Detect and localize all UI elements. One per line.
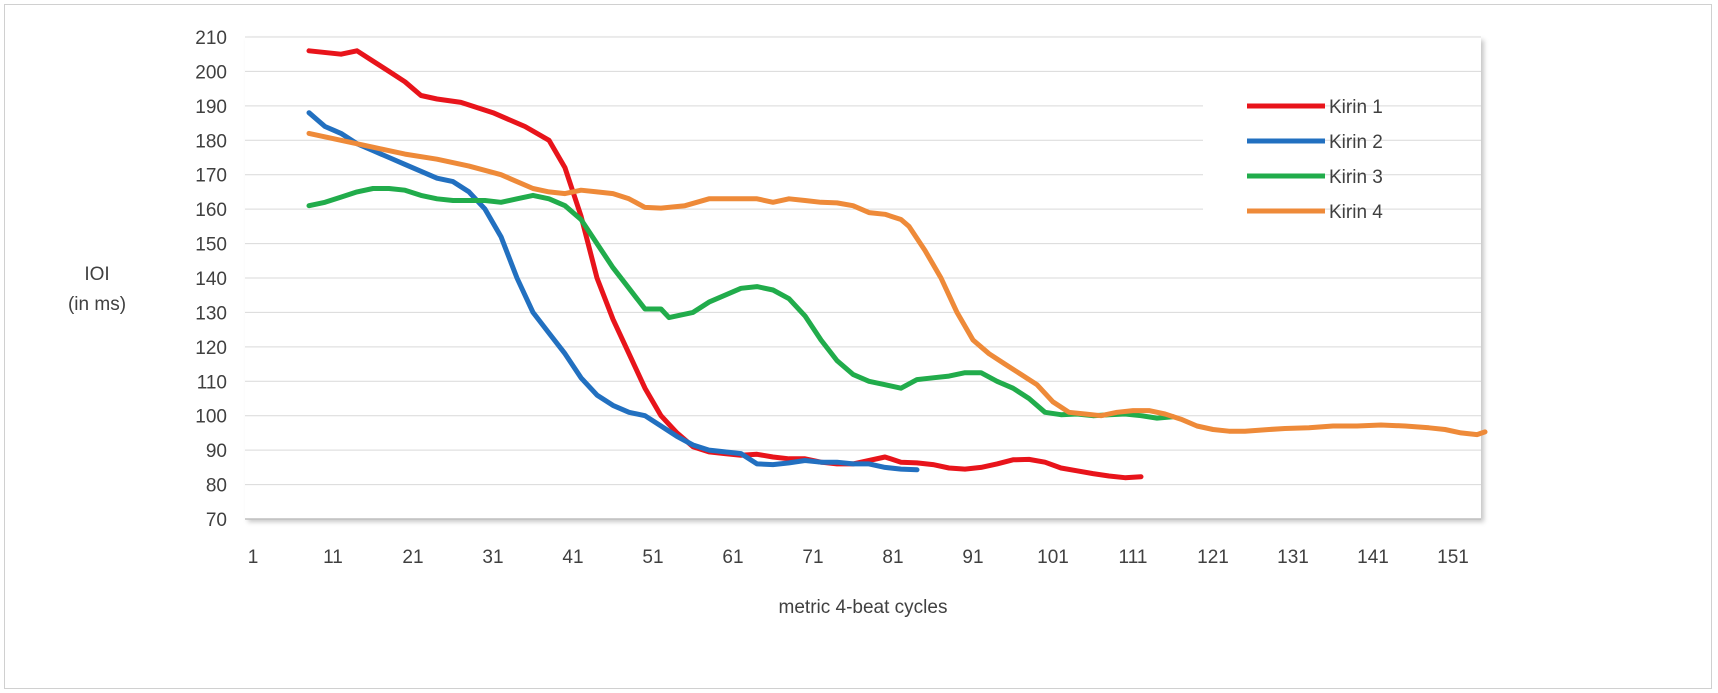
series-line-kirin-1 (306, 48, 1144, 481)
y-tick-label: 180 (195, 131, 227, 152)
y-tick-label: 130 (195, 303, 227, 324)
line-chart: 70 80 90 100 110 120 130 140 150 160 170 180 190 200 2… (68, 28, 1488, 618)
x-tick-label: 81 (882, 547, 903, 568)
y-axis-ticks: 70 80 90 100 110 120 130 140 150 160 170 180 190 200 2… (195, 28, 227, 531)
y-tick-label: 150 (195, 235, 227, 256)
x-tick-label: 111 (1119, 547, 1148, 568)
y-tick-label: 120 (195, 338, 227, 359)
y-tick-label: 140 (195, 269, 227, 290)
x-tick-label: 121 (1197, 547, 1229, 568)
x-tick-label: 151 (1437, 547, 1469, 568)
y-tick-label: 160 (195, 200, 227, 221)
x-tick-label: 51 (642, 547, 663, 568)
x-tick-label: 91 (962, 547, 983, 568)
x-tick-label: 131 (1277, 547, 1309, 568)
x-tick-label: 1 (248, 547, 259, 568)
y-axis-label-line-2: (in ms) (68, 294, 126, 315)
legend-item-kirin-1: Kirin 1 (1203, 94, 1383, 120)
legend-label: Kirin 4 (1329, 202, 1383, 223)
y-tick-label: 90 (206, 441, 227, 462)
legend-item-kirin-2: Kirin 2 (1203, 129, 1383, 155)
x-tick-label: 41 (562, 547, 583, 568)
series-layer (306, 48, 1488, 481)
legend-label: Kirin 3 (1329, 167, 1383, 188)
y-tick-label: 100 (195, 407, 227, 428)
y-tick-label: 70 (206, 510, 227, 531)
x-tick-label: 141 (1357, 547, 1389, 568)
x-tick-label: 31 (482, 547, 503, 568)
y-tick-label: 80 (206, 476, 227, 497)
legend-label: Kirin 2 (1329, 132, 1383, 153)
y-tick-label: 170 (195, 166, 227, 187)
legend-item-kirin-3: Kirin 3 (1203, 164, 1383, 190)
series-line-kirin-2 (306, 110, 920, 473)
y-tick-label: 190 (195, 97, 227, 118)
x-tick-label: 71 (802, 547, 823, 568)
x-tick-label: 61 (722, 547, 743, 568)
y-tick-label: 110 (197, 372, 227, 393)
legend-item-kirin-4: Kirin 4 (1203, 199, 1383, 225)
legend-label: Kirin 1 (1329, 97, 1383, 118)
y-tick-label: 200 (195, 62, 227, 83)
series-line-kirin-3 (306, 186, 1176, 421)
x-tick-label: 11 (323, 547, 343, 568)
y-tick-label: 210 (195, 28, 227, 49)
x-tick-label: 101 (1037, 547, 1069, 568)
x-axis-label: metric 4-beat cycles (779, 597, 948, 618)
chart-frame: 70 80 90 100 110 120 130 140 150 160 170 180 190 200 2… (4, 4, 1712, 689)
x-axis-ticks: 1 11 21 31 41 51 61 71 81 91 101 111 121 131 141 151 (248, 547, 1469, 568)
series-line-kirin-4 (306, 130, 1488, 438)
y-axis-label-line-1: IOI (84, 264, 109, 285)
x-tick-label: 21 (402, 547, 423, 568)
legend: Kirin 1 Kirin 2 Kirin 3 Kirin 4 (1203, 94, 1383, 225)
